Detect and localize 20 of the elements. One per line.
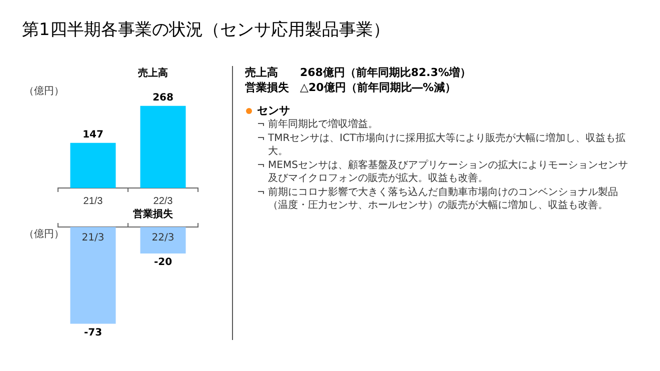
data-label: -73 [84,327,102,338]
x-tick-label: 22/3 [152,232,174,244]
data-label: 147 [82,130,104,141]
text: 第1四半期各事業の状況（センサ応用製品事業） [22,19,390,41]
chart-title: 売上高 [137,66,169,80]
y-axis-title: （億円） [24,228,64,241]
text: 前期にコロナ影響で大きく落ち込んだ自動車市場向けのコンベンショナル製品（温度・圧力センサ、ホールセンサ）の販売が大幅に増加し、収益も改善。 [268,186,618,211]
y-axis-title: （億円） [24,84,64,98]
text: センサ [257,104,290,117]
data-label: 268 [152,92,174,104]
text: TMRセンサは、ICT市場向けに採用拡大等により販売が大幅に増加し、収益も拡大。 [268,132,626,157]
text: 売上高 268億円（前年同期比82.3%増） [245,65,472,80]
text: 営業損失 △20億円（前年同期比―%減） [245,80,457,95]
chart-title: 営業損失 [132,208,174,221]
x-tick-label: 21/3 [83,196,104,207]
x-tick-label: 21/3 [82,232,104,244]
text: 前年同期比で増収増益。 [268,119,378,130]
text: MEMSセンサは、顧客基盤及びアプリケーションの拡大によりモーションセンサ及びマイクロフォンの販売が拡大。収益も改善。 [268,160,628,184]
x-tick-label: 22/3 [153,196,174,207]
data-label: -20 [154,257,172,268]
